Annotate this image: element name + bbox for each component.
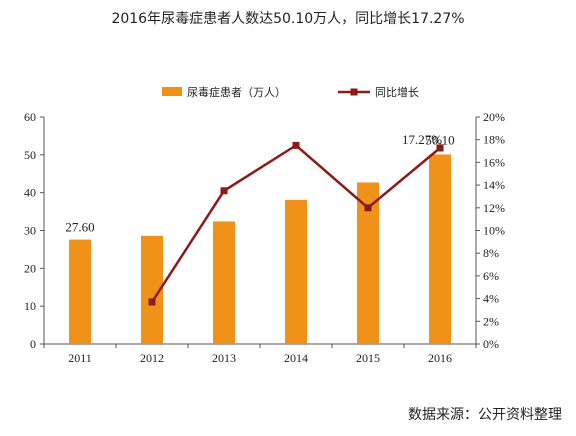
legend-label-bar: 尿毒症患者（万人） [187,85,286,99]
left-y-tick-label: 50 [24,148,36,162]
x-tick-label: 2015 [356,351,380,365]
x-tick-label: 2016 [428,351,452,365]
legend-swatch-marker [350,88,358,96]
right-y-tick-label: 20% [483,110,505,124]
left-y-tick-label: 10 [24,299,36,313]
right-y-tick-label: 10% [483,224,505,238]
left-y-tick-label: 60 [24,110,36,124]
right-y-tick-label: 4% [483,292,499,306]
growth-point [148,298,156,306]
data-label: 17.27% [402,132,442,147]
right-y-tick-label: 2% [483,314,499,328]
left-y-tick-label: 40 [24,186,36,200]
chart-title: 2016年尿毒症患者人数达50.10万人，同比增长17.27% [111,11,465,27]
left-y-tick-label: 0 [30,337,36,351]
right-y-tick-label: 18% [483,133,505,147]
bar [141,235,163,344]
x-tick-label: 2012 [140,351,164,365]
legend-swatch-bar [162,87,182,96]
x-tick-label: 2014 [284,351,308,365]
growth-point [436,144,444,152]
right-y-tick-label: 12% [483,201,505,215]
bar [285,199,307,344]
growth-point [364,204,372,212]
data-label: 50.10 [425,132,454,147]
growth-point [292,141,300,149]
right-y-tick-label: 8% [483,246,499,260]
bar [69,239,91,344]
right-y-tick-label: 6% [483,269,499,283]
left-y-tick-label: 20 [24,261,36,275]
bar [213,221,235,344]
left-y-tick-label: 30 [24,224,36,238]
x-tick-label: 2013 [212,351,236,365]
data-label: 27.60 [65,220,94,235]
right-y-tick-label: 0% [483,337,499,351]
right-y-tick-label: 16% [483,155,505,169]
x-tick-label: 2011 [68,351,92,365]
bar [357,182,379,344]
data-source-note: 数据来源：公开资料整理 [408,407,562,423]
legend-label-line: 同比增长 [375,85,419,99]
bar [429,154,451,344]
right-y-tick-label: 14% [483,178,505,192]
growth-point [220,187,228,195]
